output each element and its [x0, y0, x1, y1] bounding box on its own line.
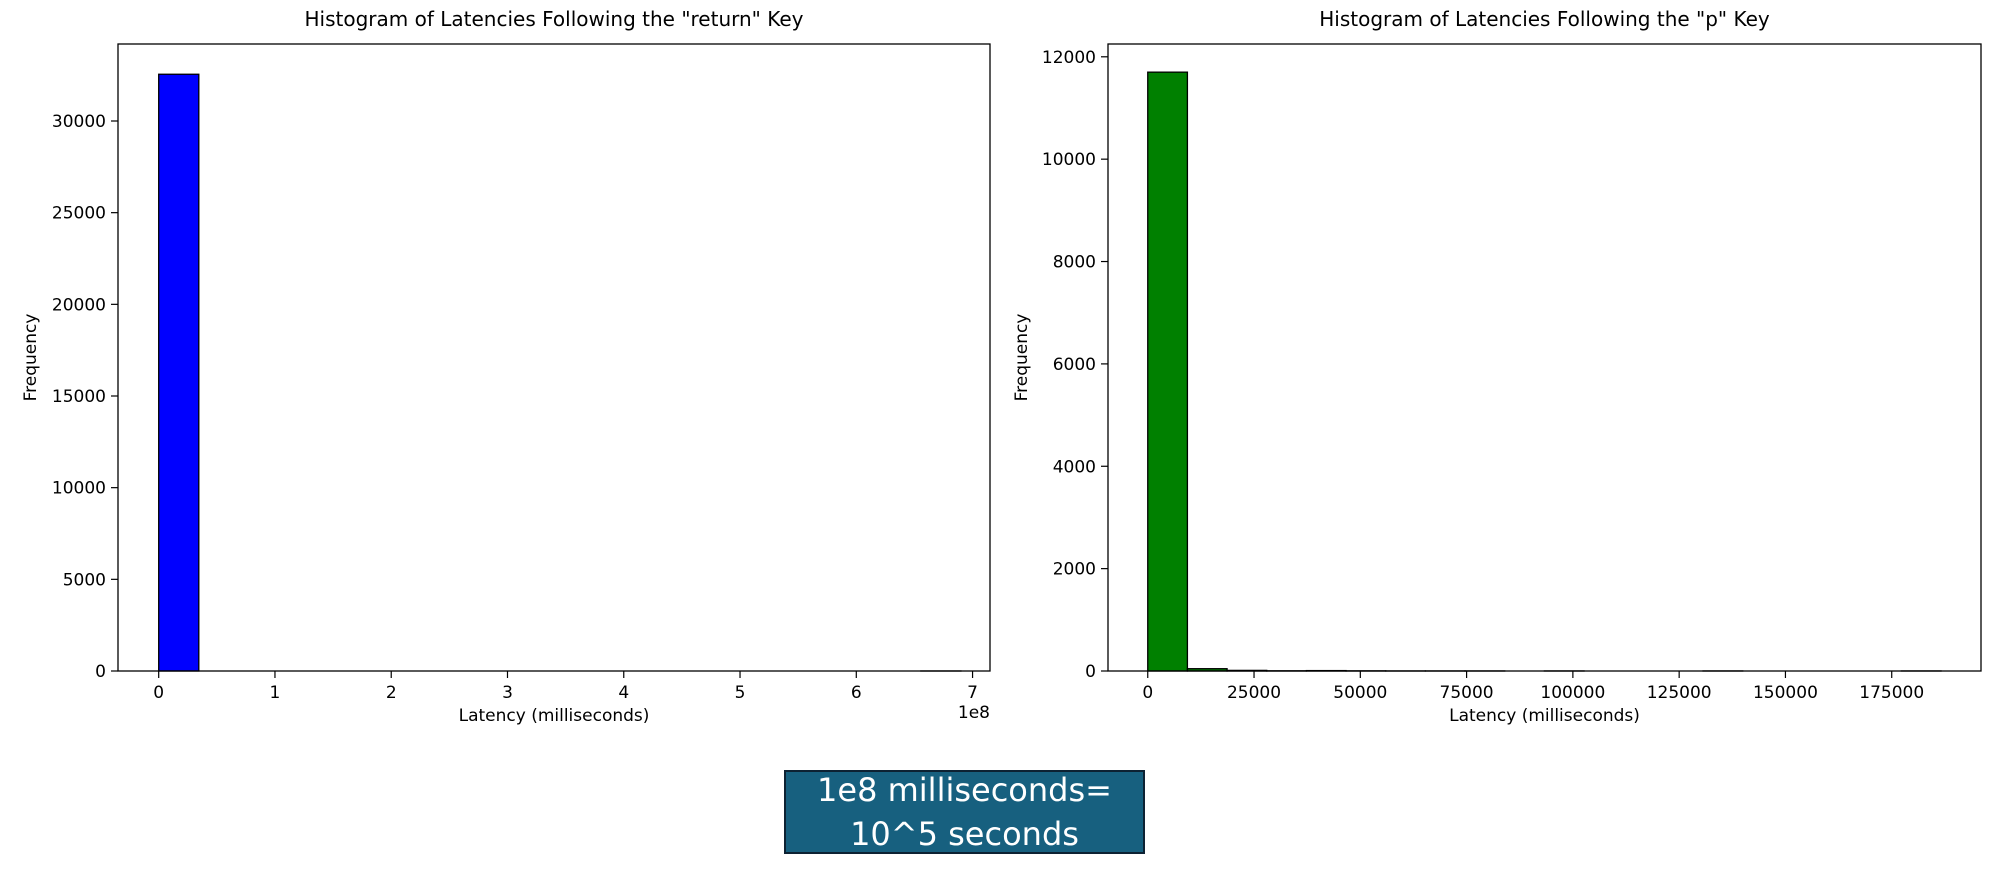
annotation-line-2: 10^5 seconds [850, 815, 1079, 853]
y-tick-label: 10000 [1042, 150, 1096, 170]
y-tick-label: 20000 [52, 295, 106, 315]
y-tick-label: 30000 [52, 112, 106, 132]
annotation-box: 1e8 milliseconds= 10^5 seconds [784, 770, 1145, 854]
x-axis-offset-label: 1e8 [958, 703, 990, 723]
x-tick-label: 3 [502, 683, 513, 703]
x-tick-label: 0 [153, 683, 164, 703]
y-tick-label: 25000 [52, 204, 106, 224]
x-tick-label: 0 [1142, 683, 1153, 703]
y-tick-label: 6000 [1053, 355, 1096, 375]
y-tick-label: 12000 [1042, 48, 1096, 68]
chart-title: Histogram of Latencies Following the "re… [305, 7, 804, 31]
x-tick-label: 150000 [1753, 683, 1818, 703]
x-axis-label: Latency (milliseconds) [459, 706, 650, 726]
x-tick-label: 2 [386, 683, 397, 703]
x-tick-label: 100000 [1540, 683, 1605, 703]
y-tick-label: 10000 [52, 479, 106, 499]
y-axis-label: Frequency [1012, 314, 1032, 402]
histogram-p-key: 0 25000 50000 75000 100000 125000 150000 175000… [1012, 7, 1982, 726]
y-tick-label: 0 [95, 662, 106, 682]
y-tick-label: 15000 [52, 387, 106, 407]
histogram-return-key: 0 1 2 3 4 5 6 7 0 5000 10000 15000 20000 25000 30000 Hi… [21, 7, 991, 726]
x-tick-label: 1 [270, 683, 281, 703]
x-tick-label: 7 [967, 683, 978, 703]
y-tick-label: 5000 [63, 570, 106, 590]
y-tick-label: 8000 [1053, 253, 1096, 273]
x-tick-label: 125000 [1647, 683, 1712, 703]
annotation-line-1: 1e8 milliseconds= [817, 771, 1112, 809]
x-axis-label: Latency (milliseconds) [1449, 706, 1640, 726]
x-tick-label: 5 [735, 683, 746, 703]
x-tick-label: 25000 [1227, 683, 1281, 703]
x-tick-label: 6 [851, 683, 862, 703]
y-axis-label: Frequency [21, 314, 41, 402]
x-tick-label: 75000 [1440, 683, 1494, 703]
y-tick-label: 4000 [1053, 457, 1096, 477]
plot-frame [117, 43, 991, 672]
x-tick-label: 50000 [1333, 683, 1387, 703]
plot-frame [1107, 43, 1982, 672]
y-tick-label: 2000 [1053, 560, 1096, 580]
y-tick-label: 0 [1085, 662, 1096, 682]
histogram-bar [1147, 71, 1189, 672]
histogram-bar [158, 73, 200, 672]
x-tick-label: 4 [618, 683, 629, 703]
x-tick-label: 175000 [1859, 683, 1924, 703]
chart-title: Histogram of Latencies Following the "p"… [1319, 7, 1770, 31]
